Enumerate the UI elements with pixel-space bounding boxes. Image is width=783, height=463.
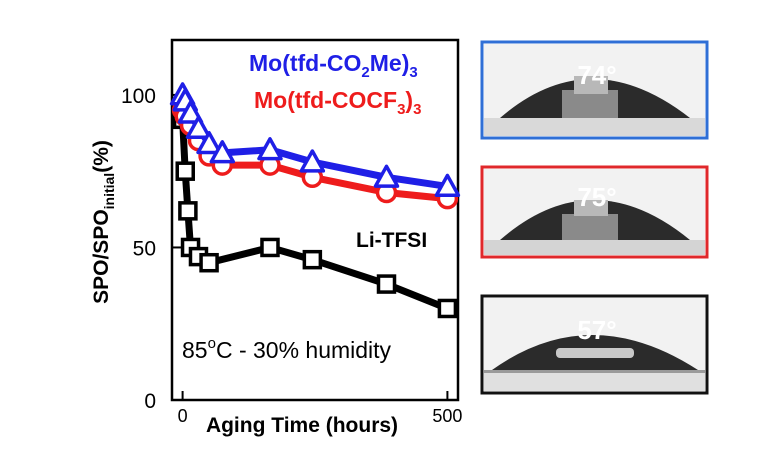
data-point (175, 161, 195, 181)
panel-2-frame (480, 165, 709, 259)
contact-angle-panel-2: 75° (480, 165, 709, 259)
data-point (178, 201, 198, 221)
contact-angle-2-value: 75° (577, 182, 616, 212)
contact-angle-1-value: 74° (577, 60, 616, 90)
legend-mo-cocf3: Mo(tfd-COCF3)3 (254, 87, 421, 118)
data-point (177, 100, 204, 124)
legend-mo-co2me: Mo(tfd-CO2Me)3 (249, 50, 418, 81)
panel-3-frame (480, 294, 709, 395)
data-point (302, 249, 323, 270)
data-point (376, 274, 397, 294)
x-ticks: 0 500 (178, 391, 462, 426)
series-layer (169, 82, 461, 319)
contact-angle-panel-1: 74° (480, 40, 709, 140)
y-axis-label: SPO/SPOinitial(%) (90, 140, 117, 304)
data-point (257, 137, 283, 161)
data-point (196, 130, 222, 155)
contact-angle-panel-3: 57° (480, 294, 709, 395)
data-point (434, 173, 461, 197)
data-point (373, 164, 400, 188)
y-tick-label-100: 100 (121, 85, 156, 108)
y-tick-label-0: 0 (144, 390, 156, 413)
legend-li-tfsi: Li-TFSI (356, 229, 427, 252)
data-point (185, 115, 212, 140)
data-point (299, 149, 326, 173)
y-ticks: 0 50 100 (121, 85, 181, 413)
data-point (209, 140, 236, 164)
x-axis-label: Aging Time (hours) (206, 414, 398, 437)
contact-angle-3-value: 57° (577, 315, 616, 345)
y-tick-label-50: 50 (133, 237, 156, 260)
panel-1-frame (480, 40, 709, 140)
x-tick-label-500: 500 (432, 406, 462, 426)
x-tick-label-0: 0 (178, 406, 188, 426)
plot-frame (170, 38, 460, 402)
data-point (437, 298, 458, 319)
data-point (199, 252, 219, 273)
series-Mo(tfd-CO2Me)3 (169, 82, 461, 197)
series-Li-TFSI (172, 109, 458, 319)
condition-annotation: 85oC - 30% humidity (182, 335, 392, 363)
data-point (260, 237, 280, 258)
